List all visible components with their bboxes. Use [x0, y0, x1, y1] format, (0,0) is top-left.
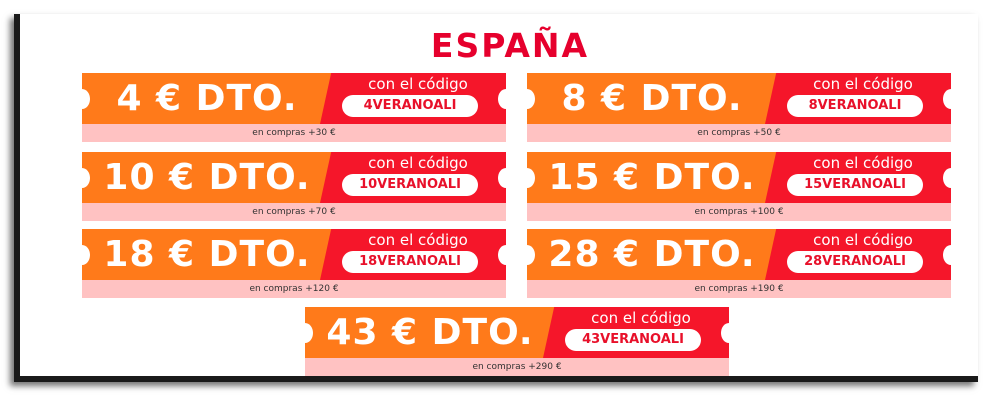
minimum-purchase: en compras +100 €: [527, 203, 951, 221]
ticket-notch: [498, 168, 514, 188]
code-label: con el código: [368, 154, 468, 172]
minimum-purchase: en compras +190 €: [527, 280, 951, 298]
minimum-purchase: en compras +70 €: [82, 203, 506, 221]
code-label: con el código: [368, 75, 468, 93]
coupon-code[interactable]: 18VERANOALI: [342, 251, 478, 273]
page-title: ESPAÑA: [430, 26, 590, 65]
coupon-card[interactable]: 43 € DTO. con el código 43VERANOALI en c…: [297, 307, 737, 376]
ticket-notch: [721, 323, 737, 343]
coupon-card[interactable]: 28 € DTO. con el código 28VERANOALI en c…: [519, 229, 959, 298]
ticket-notch: [943, 168, 959, 188]
code-label: con el código: [813, 231, 913, 249]
minimum-purchase: en compras +30 €: [82, 124, 506, 142]
minimum-purchase: en compras +120 €: [82, 280, 506, 298]
discount-amount: 43 € DTO.: [326, 312, 534, 353]
ticket-notch: [943, 89, 959, 109]
code-label: con el código: [368, 231, 468, 249]
coupon-code[interactable]: 43VERANOALI: [565, 329, 701, 351]
code-label: con el código: [591, 309, 691, 327]
discount-amount: 15 € DTO.: [548, 157, 756, 198]
coupon-code[interactable]: 10VERANOALI: [342, 174, 478, 196]
coupon-card[interactable]: 18 € DTO. con el código 18VERANOALI en c…: [74, 229, 514, 298]
ticket-notch: [74, 245, 90, 265]
ticket-notch: [519, 245, 535, 265]
ticket-notch: [519, 89, 535, 109]
coupon-card[interactable]: 10 € DTO. con el código 10VERANOALI en c…: [74, 152, 514, 221]
ticket-notch: [519, 168, 535, 188]
code-label: con el código: [813, 154, 913, 172]
discount-amount: 28 € DTO.: [548, 234, 756, 275]
discount-amount: 8 € DTO.: [561, 78, 743, 119]
discount-amount: 4 € DTO.: [116, 78, 298, 119]
ticket-notch: [943, 245, 959, 265]
ticket-notch: [74, 168, 90, 188]
code-label: con el código: [813, 75, 913, 93]
ticket-notch: [498, 245, 514, 265]
coupon-card[interactable]: 15 € DTO. con el código 15VERANOALI en c…: [519, 152, 959, 221]
coupon-code[interactable]: 4VERANOALI: [342, 95, 478, 117]
coupon-card[interactable]: 4 € DTO. con el código 4VERANOALI en com…: [74, 73, 514, 142]
ticket-notch: [297, 323, 313, 343]
coupon-code[interactable]: 15VERANOALI: [787, 174, 923, 196]
coupon-code[interactable]: 28VERANOALI: [787, 251, 923, 273]
ticket-notch: [498, 89, 514, 109]
coupon-card[interactable]: 8 € DTO. con el código 8VERANOALI en com…: [519, 73, 959, 142]
ticket-notch: [74, 89, 90, 109]
discount-amount: 10 € DTO.: [103, 157, 311, 198]
coupon-code[interactable]: 8VERANOALI: [787, 95, 923, 117]
minimum-purchase: en compras +50 €: [527, 124, 951, 142]
minimum-purchase: en compras +290 €: [305, 358, 729, 376]
discount-amount: 18 € DTO.: [103, 234, 311, 275]
